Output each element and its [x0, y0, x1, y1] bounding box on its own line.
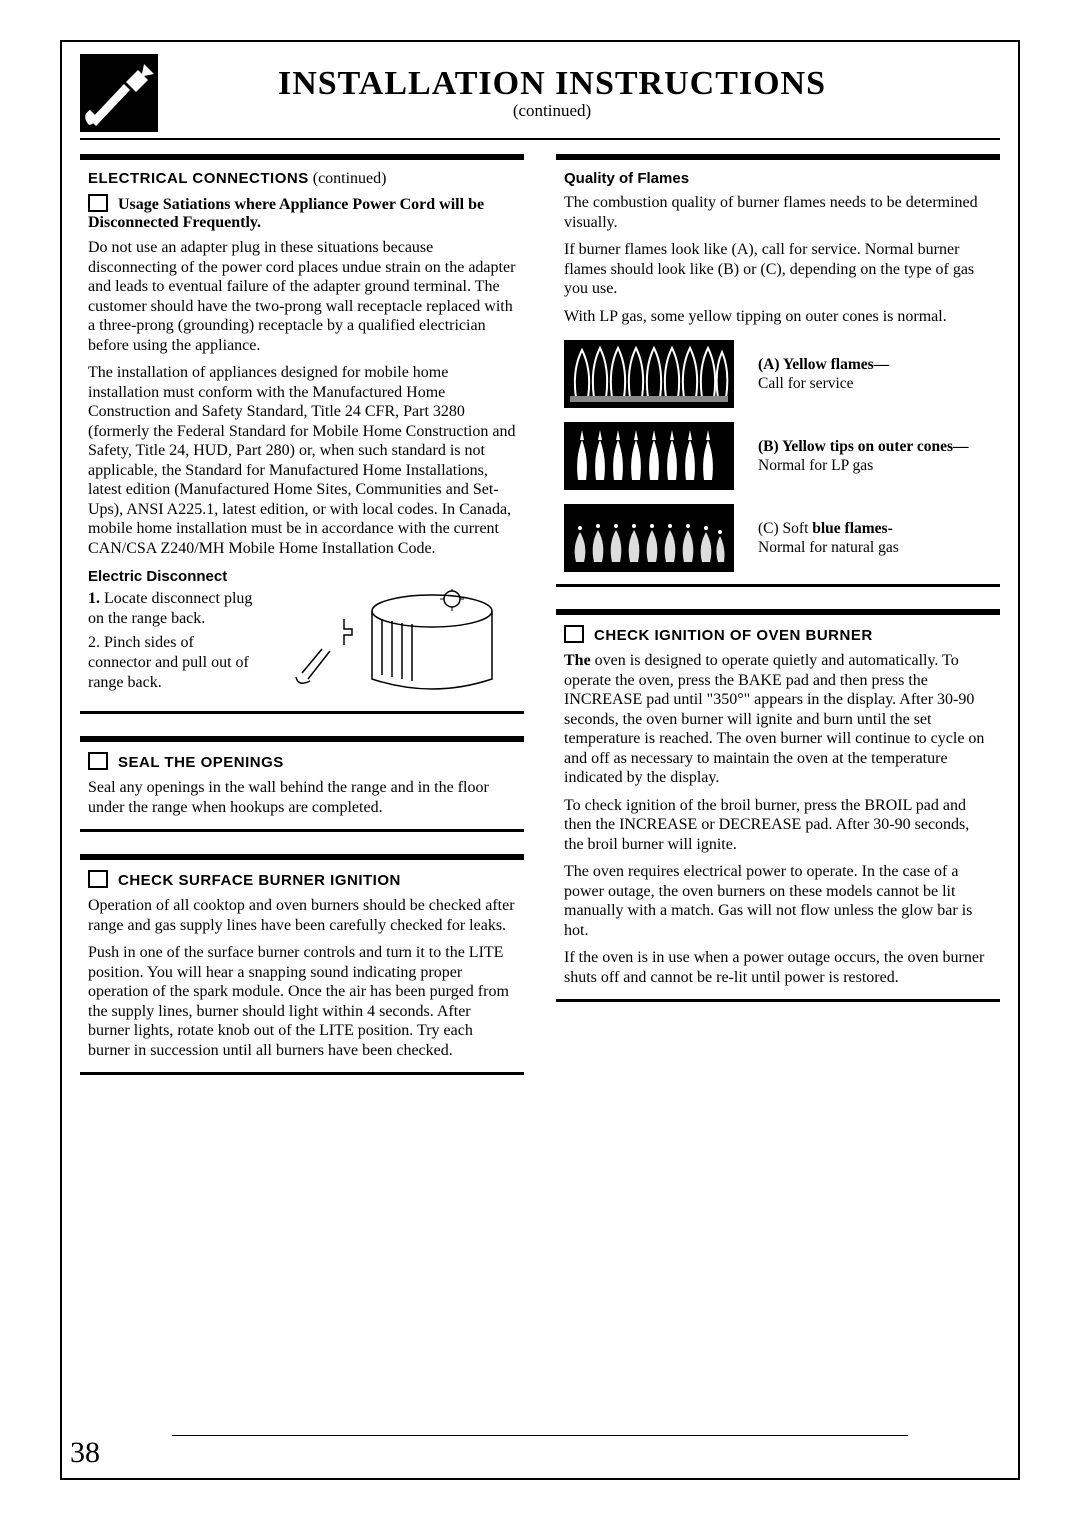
step1-text: Locate disconnect plug on the range back… [88, 590, 252, 627]
page-number: 38 [70, 1436, 100, 1470]
flame-a-bold: (A) Yellow flames— [758, 356, 889, 373]
section-surface-ignition: CHECK SURFACE BURNER IGNITION Operation … [80, 854, 524, 1075]
seal-heading: SEAL THE OPENINGS [118, 754, 284, 771]
oven-p2: To check ignition of the broil burner, p… [564, 796, 992, 855]
flame-b-rest: Normal for LP gas [758, 457, 873, 474]
page-title: INSTALLATION INSTRUCTIONS [182, 65, 922, 103]
flame-desc-a: (A) Yellow flames— Call for service [758, 355, 889, 394]
flame-illustration-c [564, 504, 734, 572]
quality-p2: If burner flames look like (A), call for… [564, 240, 992, 299]
surface-heading-row: CHECK SURFACE BURNER IGNITION [88, 870, 516, 890]
surface-p1: Operation of all cooktop and oven burner… [88, 896, 516, 935]
quality-p3: With LP gas, some yellow tipping on oute… [564, 307, 992, 327]
flame-desc-b: (B) Yellow tips on outer cones— Normal f… [758, 437, 969, 476]
flame-desc-c: (C) Soft blue flames- Normal for natural… [758, 519, 899, 558]
section-quality: Quality of Flames The combustion quality… [556, 154, 1000, 587]
checkbox-icon [88, 752, 108, 770]
section-seal: SEAL THE OPENINGS Seal any openings in t… [80, 736, 524, 832]
flame-c-bold: blue flames- [812, 520, 893, 537]
right-column: Quality of Flames The combustion quality… [556, 154, 1000, 1097]
page-header: INSTALLATION INSTRUCTIONS (continued) [80, 54, 1000, 140]
section-oven-ignition: CHECK IGNITION OF OVEN BURNER The oven i… [556, 609, 1000, 1002]
oven-p4: If the oven is in use when a power outag… [564, 948, 992, 987]
elec-p2: The installation of appliances designed … [88, 363, 516, 558]
seal-p1: Seal any openings in the wall behind the… [88, 778, 516, 817]
disconnect-steps: 1. Locate disconnect plug on the range b… [88, 589, 258, 693]
heading-text: ELECTRICAL CONNECTIONS [88, 170, 309, 187]
surface-p2: Push in one of the surface burner contro… [88, 943, 516, 1060]
heading-continued: (continued) [309, 170, 387, 187]
oven-p3: The oven requires electrical power to op… [564, 862, 992, 940]
flame-illustration-a [564, 340, 734, 408]
two-column-layout: ELECTRICAL CONNECTIONS (continued) Usage… [80, 154, 1000, 1097]
oven-p1-pre: The [564, 652, 591, 669]
step2-text: 2. Pinch sides of connector and pull out… [88, 633, 258, 693]
page-frame: INSTALLATION INSTRUCTIONS (continued) EL… [60, 40, 1020, 1480]
seal-heading-row: SEAL THE OPENINGS [88, 752, 516, 772]
left-column: ELECTRICAL CONNECTIONS (continued) Usage… [80, 154, 524, 1097]
quality-heading: Quality of Flames [564, 170, 992, 187]
checkbox-icon [88, 194, 108, 212]
header-title-wrap: INSTALLATION INSTRUCTIONS (continued) [182, 65, 1000, 121]
flame-c-rest: Normal for natural gas [758, 539, 899, 556]
oven-p1: The oven is designed to operate quietly … [564, 651, 992, 788]
flame-b-bold: (B) Yellow tips on outer cones— [758, 438, 969, 455]
section-heading-electrical: ELECTRICAL CONNECTIONS (continued) [88, 170, 516, 188]
oven-heading-row: CHECK IGNITION OF OVEN BURNER [564, 625, 992, 645]
flame-row-b: (B) Yellow tips on outer cones— Normal f… [564, 422, 992, 490]
checkbox-icon [88, 870, 108, 888]
section-electrical: ELECTRICAL CONNECTIONS (continued) Usage… [80, 154, 524, 714]
hand-tool-icon [80, 54, 158, 132]
elec-p1: Do not use an adapter plug in these situ… [88, 238, 516, 355]
checkbox-icon [564, 625, 584, 643]
page-subtitle: (continued) [182, 101, 922, 121]
surface-heading: CHECK SURFACE BURNER IGNITION [118, 872, 401, 889]
flame-row-c: (C) Soft blue flames- Normal for natural… [564, 504, 992, 572]
step1-num: 1. [88, 590, 100, 607]
flame-c-pre: (C) Soft [758, 520, 812, 537]
disconnect-row: 1. Locate disconnect plug on the range b… [88, 589, 516, 699]
quality-p1: The combustion quality of burner flames … [564, 193, 992, 232]
disconnect-heading: Electric Disconnect [88, 568, 516, 585]
footer-rule [172, 1435, 908, 1436]
oven-heading: CHECK IGNITION OF OVEN BURNER [594, 627, 873, 644]
usage-heading: Usage Satiations where Appliance Power C… [88, 196, 484, 231]
usage-row: Usage Satiations where Appliance Power C… [88, 194, 516, 232]
flame-a-rest: Call for service [758, 375, 854, 392]
flame-row-a: (A) Yellow flames— Call for service [564, 340, 992, 408]
flame-illustration-b [564, 422, 734, 490]
range-back-illustration [268, 589, 516, 699]
oven-p1-body: oven is designed to operate quietly and … [564, 652, 984, 786]
